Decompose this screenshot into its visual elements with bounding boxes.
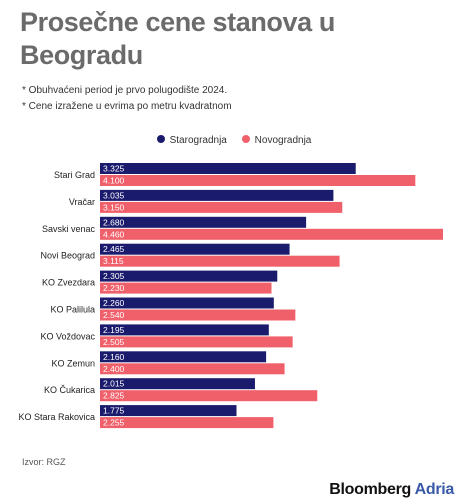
bar-starogradnja-savski-venac (100, 216, 307, 228)
bar-starogradnja-ko-zemun (100, 351, 267, 363)
brand-logo: Bloomberg Adria (329, 481, 454, 499)
bar-novogradnja-novi-beograd (100, 255, 340, 267)
legend-item-novogradnja: Novogradnja (241, 135, 312, 146)
legend-label-novogradnja: Novogradnja (254, 135, 312, 146)
bar-chart: Stari Grad 3.325 4.100 Vračar 3.035 3.150 Savs… (18, 163, 443, 429)
value-label-starogradnja-stari-grad: 3.325 (103, 164, 125, 174)
legend-item-starogradnja: Starogradnja (156, 135, 227, 146)
bar-novogradnja-ko-zvezdara (100, 282, 272, 294)
value-label-starogradnja-ko-zvezdara: 2.305 (103, 271, 125, 281)
value-label-starogradnja-vracar: 3.035 (103, 190, 125, 200)
note-units: * Cene izražene u evrima po metru kvadra… (22, 101, 232, 112)
category-label-ko-zvezdara: KO Zvezdara (42, 278, 95, 288)
value-label-novogradnja-ko-cukarica: 2.825 (103, 391, 125, 401)
bar-novogradnja-stari-grad (100, 175, 416, 186)
bar-novogradnja-ko-zemun (100, 363, 285, 375)
value-label-starogradnja-ko-palilula: 2.260 (103, 298, 125, 308)
chart-title: Prosečne cene stanova u Beogradu (20, 7, 335, 70)
value-label-novogradnja-ko-vozdovac: 2.505 (103, 337, 125, 347)
note-period: * Obuhvaćeni period je prvo polugodište … (22, 85, 228, 96)
bar-starogradnja-ko-palilula (100, 297, 274, 309)
value-label-novogradnja-novi-beograd: 3.115 (103, 256, 124, 266)
legend-swatch-novogradnja (241, 135, 250, 144)
brand-name: Bloomberg (329, 481, 412, 498)
legend-label-starogradnja: Starogradnja (169, 135, 227, 146)
bar-starogradnja-ko-cukarica (100, 378, 255, 390)
bar-starogradnja-ko-vozdovac (100, 324, 269, 336)
legend-swatch-starogradnja (156, 135, 165, 144)
value-label-novogradnja-stari-grad: 4.100 (103, 176, 125, 186)
value-label-novogradnja-ko-zvezdara: 2.230 (103, 283, 125, 293)
bar-starogradnja-novi-beograd (100, 243, 290, 255)
value-label-novogradnja-ko-palilula: 2.540 (103, 310, 125, 320)
legend: Starogradnja Novogradnja (0, 135, 468, 146)
bar-starogradnja-stari-grad (100, 163, 356, 174)
bar-novogradnja-ko-cukarica (100, 390, 318, 402)
bar-novogradnja-ko-stara-rakovica (100, 417, 274, 429)
bar-novogradnja-ko-vozdovac (100, 336, 293, 348)
bar-novogradnja-ko-palilula (100, 309, 296, 321)
category-label-ko-zemun: KO Zemun (51, 358, 95, 368)
category-label-savski-venac: Savski venac (42, 224, 96, 234)
bar-starogradnja-ko-stara-rakovica (100, 405, 237, 417)
value-label-novogradnja-ko-zemun: 2.400 (103, 364, 125, 374)
value-label-novogradnja-savski-venac: 4.460 (103, 229, 125, 239)
source-note: Izvor: RGZ (22, 457, 66, 467)
value-label-starogradnja-ko-stara-rakovica: 1.775 (103, 406, 125, 416)
value-label-starogradnja-savski-venac: 2.680 (103, 217, 125, 227)
value-label-starogradnja-ko-cukarica: 2.015 (103, 379, 125, 389)
bar-novogradnja-vracar (100, 201, 343, 213)
value-label-starogradnja-ko-zemun: 2.160 (103, 352, 125, 362)
value-label-novogradnja-vracar: 3.150 (103, 202, 125, 212)
category-label-novi-beograd: Novi Beograd (40, 251, 95, 261)
category-label-ko-palilula: KO Palilula (50, 305, 95, 315)
value-label-starogradnja-ko-vozdovac: 2.195 (103, 325, 125, 335)
bar-starogradnja-ko-zvezdara (100, 270, 278, 282)
value-label-novogradnja-ko-stara-rakovica: 2.255 (103, 418, 125, 428)
bar-novogradnja-savski-venac (100, 228, 443, 240)
bar-starogradnja-vracar (100, 189, 334, 201)
category-label-ko-cukarica: KO Čukarica (44, 385, 95, 395)
category-label-vracar: Vračar (69, 197, 95, 207)
value-label-starogradnja-novi-beograd: 2.465 (103, 244, 125, 254)
category-label-ko-stara-rakovica: KO Stara Rakovica (18, 412, 95, 422)
category-label-stari-grad: Stari Grad (54, 170, 95, 180)
brand-suffix: Adria (414, 481, 455, 498)
category-label-ko-vozdovac: KO Voždovac (40, 331, 95, 341)
